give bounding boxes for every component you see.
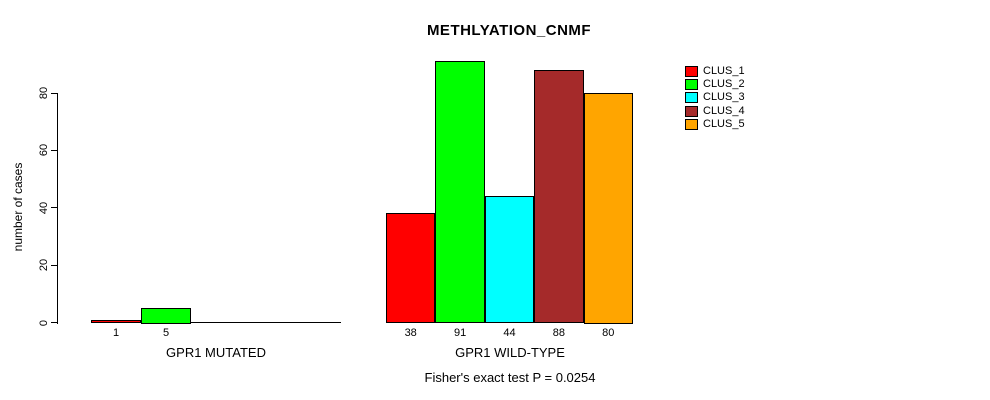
bar-value-label: 44 bbox=[503, 327, 516, 339]
bar-value-label: 91 bbox=[453, 327, 467, 339]
legend-label-clus_1: CLUS_1 bbox=[703, 65, 745, 77]
y-axis-label: number of cases bbox=[11, 162, 25, 252]
bar-clus_1 bbox=[386, 213, 436, 324]
y-axis-tick-label: 0 bbox=[38, 319, 50, 326]
bar-value-label: 5 bbox=[162, 327, 170, 339]
legend-swatch-clus_2 bbox=[685, 79, 698, 91]
y-axis-tick bbox=[51, 322, 57, 323]
y-axis-tick bbox=[51, 264, 57, 266]
legend-label-clus_2: CLUS_2 bbox=[703, 78, 745, 91]
legend-swatch-clus_3 bbox=[685, 92, 698, 104]
bar-clus_1 bbox=[91, 319, 141, 324]
y-axis-tick-label: 40 bbox=[38, 201, 50, 214]
group-baseline bbox=[91, 322, 341, 323]
bar-value-label: 1 bbox=[112, 327, 120, 339]
y-axis-line bbox=[57, 93, 58, 324]
legend-swatch-clus_5 bbox=[685, 118, 698, 130]
legend-swatch-clus_1 bbox=[685, 66, 698, 77]
y-axis-tick-label: 60 bbox=[38, 144, 50, 157]
chart-title: METHLYATION_CNMF bbox=[426, 22, 592, 39]
y-axis-tick-label: 80 bbox=[38, 86, 50, 100]
bar-clus_3 bbox=[484, 196, 535, 324]
y-axis-tick bbox=[51, 207, 57, 209]
legend-label-clus_4: CLUS_4 bbox=[703, 104, 745, 117]
bar-clus_5 bbox=[583, 93, 633, 324]
y-axis-tick bbox=[51, 92, 57, 94]
legend-swatch-clus_4 bbox=[685, 105, 698, 117]
bar-clus_2 bbox=[435, 61, 485, 324]
bar-value-label: 38 bbox=[404, 327, 417, 339]
bar-clus_4 bbox=[534, 70, 584, 324]
group-label-mutated: GPR1 MUTATED bbox=[166, 345, 266, 360]
group-label-wildtype: GPR1 WILD-TYPE bbox=[455, 345, 565, 360]
y-axis-tick-label: 20 bbox=[38, 259, 50, 272]
bar-clus_2 bbox=[141, 308, 191, 324]
legend-label-clus_5: CLUS_5 bbox=[703, 117, 745, 130]
y-axis-tick bbox=[51, 149, 57, 151]
bar-value-label: 88 bbox=[552, 327, 566, 339]
fisher-test-annotation: Fisher's exact test P = 0.0254 bbox=[424, 370, 596, 385]
bar-value-label: 80 bbox=[602, 327, 615, 339]
legend-label-clus_3: CLUS_3 bbox=[703, 91, 745, 104]
